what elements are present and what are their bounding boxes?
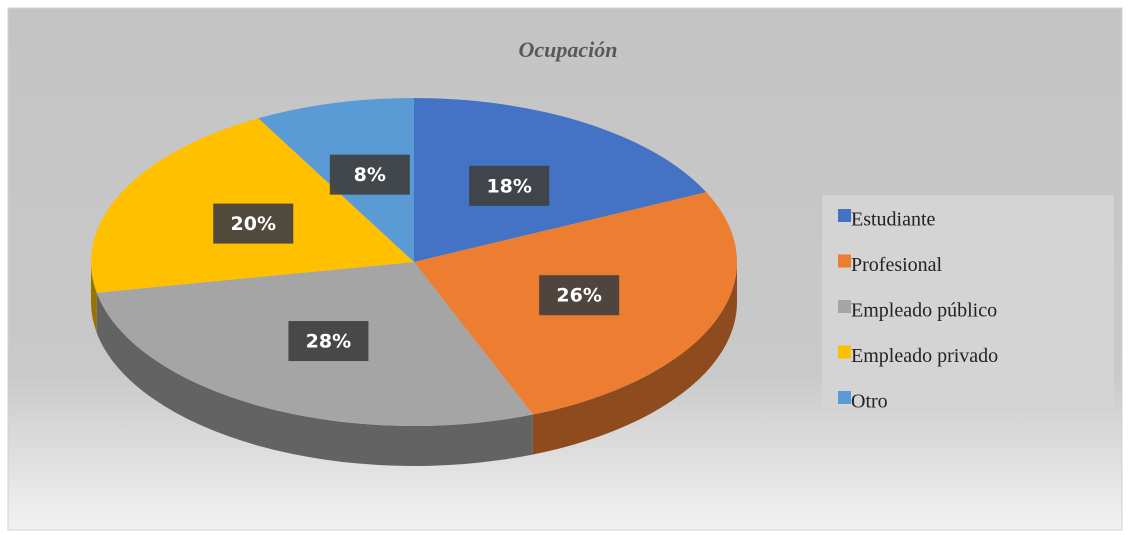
data-label-box [469, 165, 550, 206]
legend-label: Otro [851, 391, 888, 413]
pie-slice [414, 98, 707, 262]
data-label: 8% [354, 164, 386, 186]
legend-swatch [838, 391, 851, 404]
chart-title: Ocupación [519, 37, 618, 62]
data-label-box [539, 275, 620, 316]
legend: Estudiante Profesional Empleado público Emp… [838, 209, 998, 413]
legend-label: Empleado público [851, 300, 997, 322]
legend-swatch [838, 209, 851, 222]
data-label: 20% [231, 213, 276, 235]
data-label: 18% [486, 175, 531, 197]
legend-label: Estudiante [851, 209, 936, 231]
pie-slice-side [91, 262, 97, 333]
legend-box [822, 195, 1114, 408]
legend-label: Empleado privado [851, 345, 998, 367]
legend-swatch [838, 254, 851, 268]
data-label: 26% [556, 285, 601, 307]
legend-swatch [838, 345, 851, 359]
data-label-box [288, 321, 369, 362]
legend-label: Profesional [851, 254, 943, 276]
pie: 18% 26% 28% 20% 8% [91, 98, 738, 466]
data-label-box [329, 154, 410, 195]
pie-slice-side [532, 262, 737, 455]
legend-swatch [838, 300, 851, 313]
pie-slice-side [96, 292, 533, 466]
data-label-box [213, 203, 294, 244]
data-label: 28% [306, 331, 351, 353]
